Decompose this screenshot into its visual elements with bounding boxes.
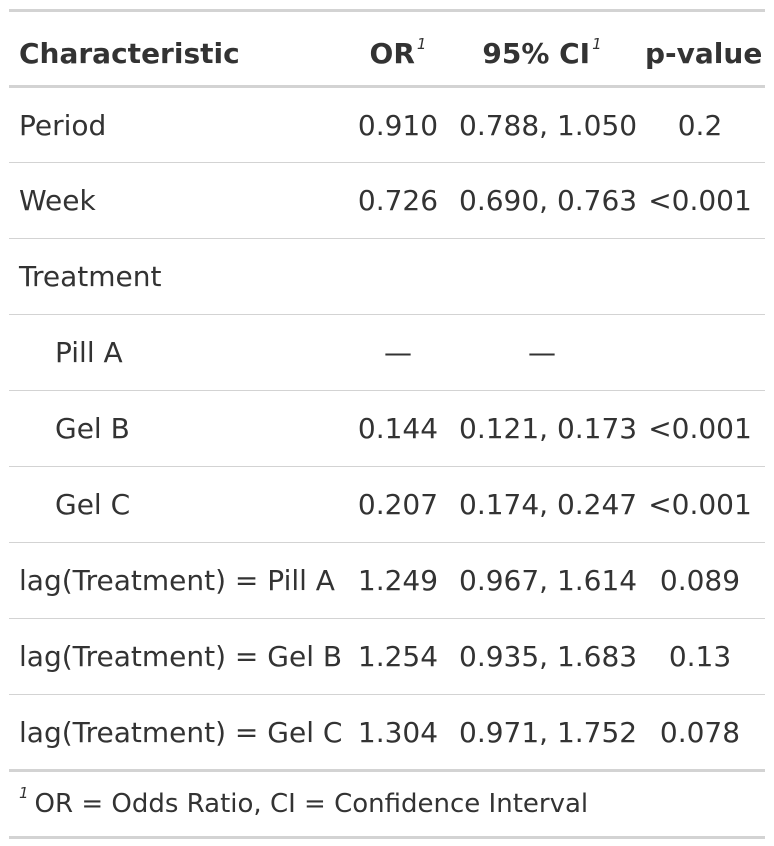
- table-row: Gel B 0.144 0.121, 0.173 <0.001: [9, 390, 765, 467]
- row-pvalue: [635, 239, 765, 315]
- footnote-marker: 1: [19, 784, 29, 802]
- regression-table: Characteristic OR 1 95% CI 1 p-value Perio…: [9, 9, 765, 839]
- regression-table-container: Characteristic OR 1 95% CI 1 p-value Perio…: [9, 9, 765, 839]
- row-or: 1.249: [357, 564, 439, 597]
- header-ci: 95% CI 1: [449, 11, 635, 87]
- row-ci: —: [528, 336, 556, 369]
- row-ci: 0.967, 1.614: [459, 564, 638, 597]
- header-characteristic-label: Characteristic: [19, 37, 240, 70]
- header-pvalue: p-value: [635, 11, 765, 87]
- row-pvalue: 0.089: [659, 564, 741, 597]
- header-row: Characteristic OR 1 95% CI 1 p-value: [9, 11, 765, 87]
- table-header: Characteristic OR 1 95% CI 1 p-value: [9, 10, 765, 87]
- row-pvalue: <0.001: [648, 412, 752, 445]
- table-row: Pill A — —: [9, 314, 765, 391]
- header-pvalue-label: p-value: [645, 37, 763, 70]
- row-label: lag(Treatment) = Gel C: [19, 715, 343, 749]
- row-or: [347, 239, 449, 315]
- row-ci: 0.935, 1.683: [459, 640, 638, 673]
- table-body: Period 0.910 0.788, 1.050 0.2 Week 0.726…: [9, 87, 765, 771]
- footnote-marker-or: 1: [416, 35, 427, 53]
- row-label: lag(Treatment) = Gel B: [19, 640, 343, 673]
- table-row: Gel C 0.207 0.174, 0.247 <0.001: [9, 466, 765, 543]
- footnote-text: OR = Odds Ratio, CI = Confidence Interva…: [34, 789, 589, 819]
- row-or: 0.144: [357, 412, 439, 445]
- table-row: lag(Treatment) = Pill A 1.249 0.967, 1.6…: [9, 542, 765, 619]
- row-label: lag(Treatment) = Pill A: [19, 564, 335, 597]
- row-or: 1.304: [357, 715, 439, 749]
- row-pvalue: <0.001: [648, 488, 752, 521]
- header-or: OR 1: [347, 11, 449, 87]
- row-or: 0.207: [357, 488, 439, 521]
- header-characteristic: Characteristic: [9, 11, 347, 87]
- table-row: Period 0.910 0.788, 1.050 0.2: [9, 87, 765, 163]
- row-pvalue: 0.2: [677, 108, 723, 142]
- table-footer: 1 OR = Odds Ratio, CI = Confidence Interv…: [9, 770, 765, 838]
- row-pvalue: [635, 315, 765, 391]
- row-ci: 0.788, 1.050: [459, 108, 638, 142]
- row-label: Period: [19, 108, 107, 142]
- row-label: Week: [19, 184, 96, 217]
- row-label: Pill A: [55, 336, 123, 369]
- row-or: 1.254: [357, 640, 439, 673]
- row-or: —: [384, 336, 412, 369]
- row-label: Gel B: [55, 412, 130, 445]
- footnote: 1 OR = Odds Ratio, CI = Confidence Interv…: [9, 771, 765, 838]
- footnote-row: 1 OR = Odds Ratio, CI = Confidence Interv…: [9, 771, 765, 838]
- table-row: Week 0.726 0.690, 0.763 <0.001: [9, 162, 765, 239]
- row-ci: 0.690, 0.763: [459, 184, 638, 217]
- table-row: lag(Treatment) = Gel B 1.254 0.935, 1.68…: [9, 618, 765, 695]
- row-ci: 0.971, 1.752: [459, 715, 638, 749]
- row-ci: 0.174, 0.247: [459, 488, 638, 521]
- row-ci: 0.121, 0.173: [459, 412, 638, 445]
- footnote-marker-ci: 1: [592, 35, 602, 53]
- row-label: Treatment: [19, 260, 162, 293]
- row-or: 0.726: [357, 184, 439, 217]
- header-ci-label: 95% CI: [482, 37, 591, 70]
- row-label: Gel C: [55, 488, 131, 521]
- header-or-label: OR: [369, 37, 415, 70]
- row-ci: [449, 239, 635, 315]
- row-pvalue: 0.078: [659, 715, 741, 749]
- row-pvalue: 0.13: [668, 640, 732, 673]
- row-or: 0.910: [357, 108, 439, 142]
- table-row: Treatment: [9, 238, 765, 315]
- table-row: lag(Treatment) = Gel C 1.304 0.971, 1.75…: [9, 694, 765, 771]
- row-pvalue: <0.001: [648, 184, 752, 217]
